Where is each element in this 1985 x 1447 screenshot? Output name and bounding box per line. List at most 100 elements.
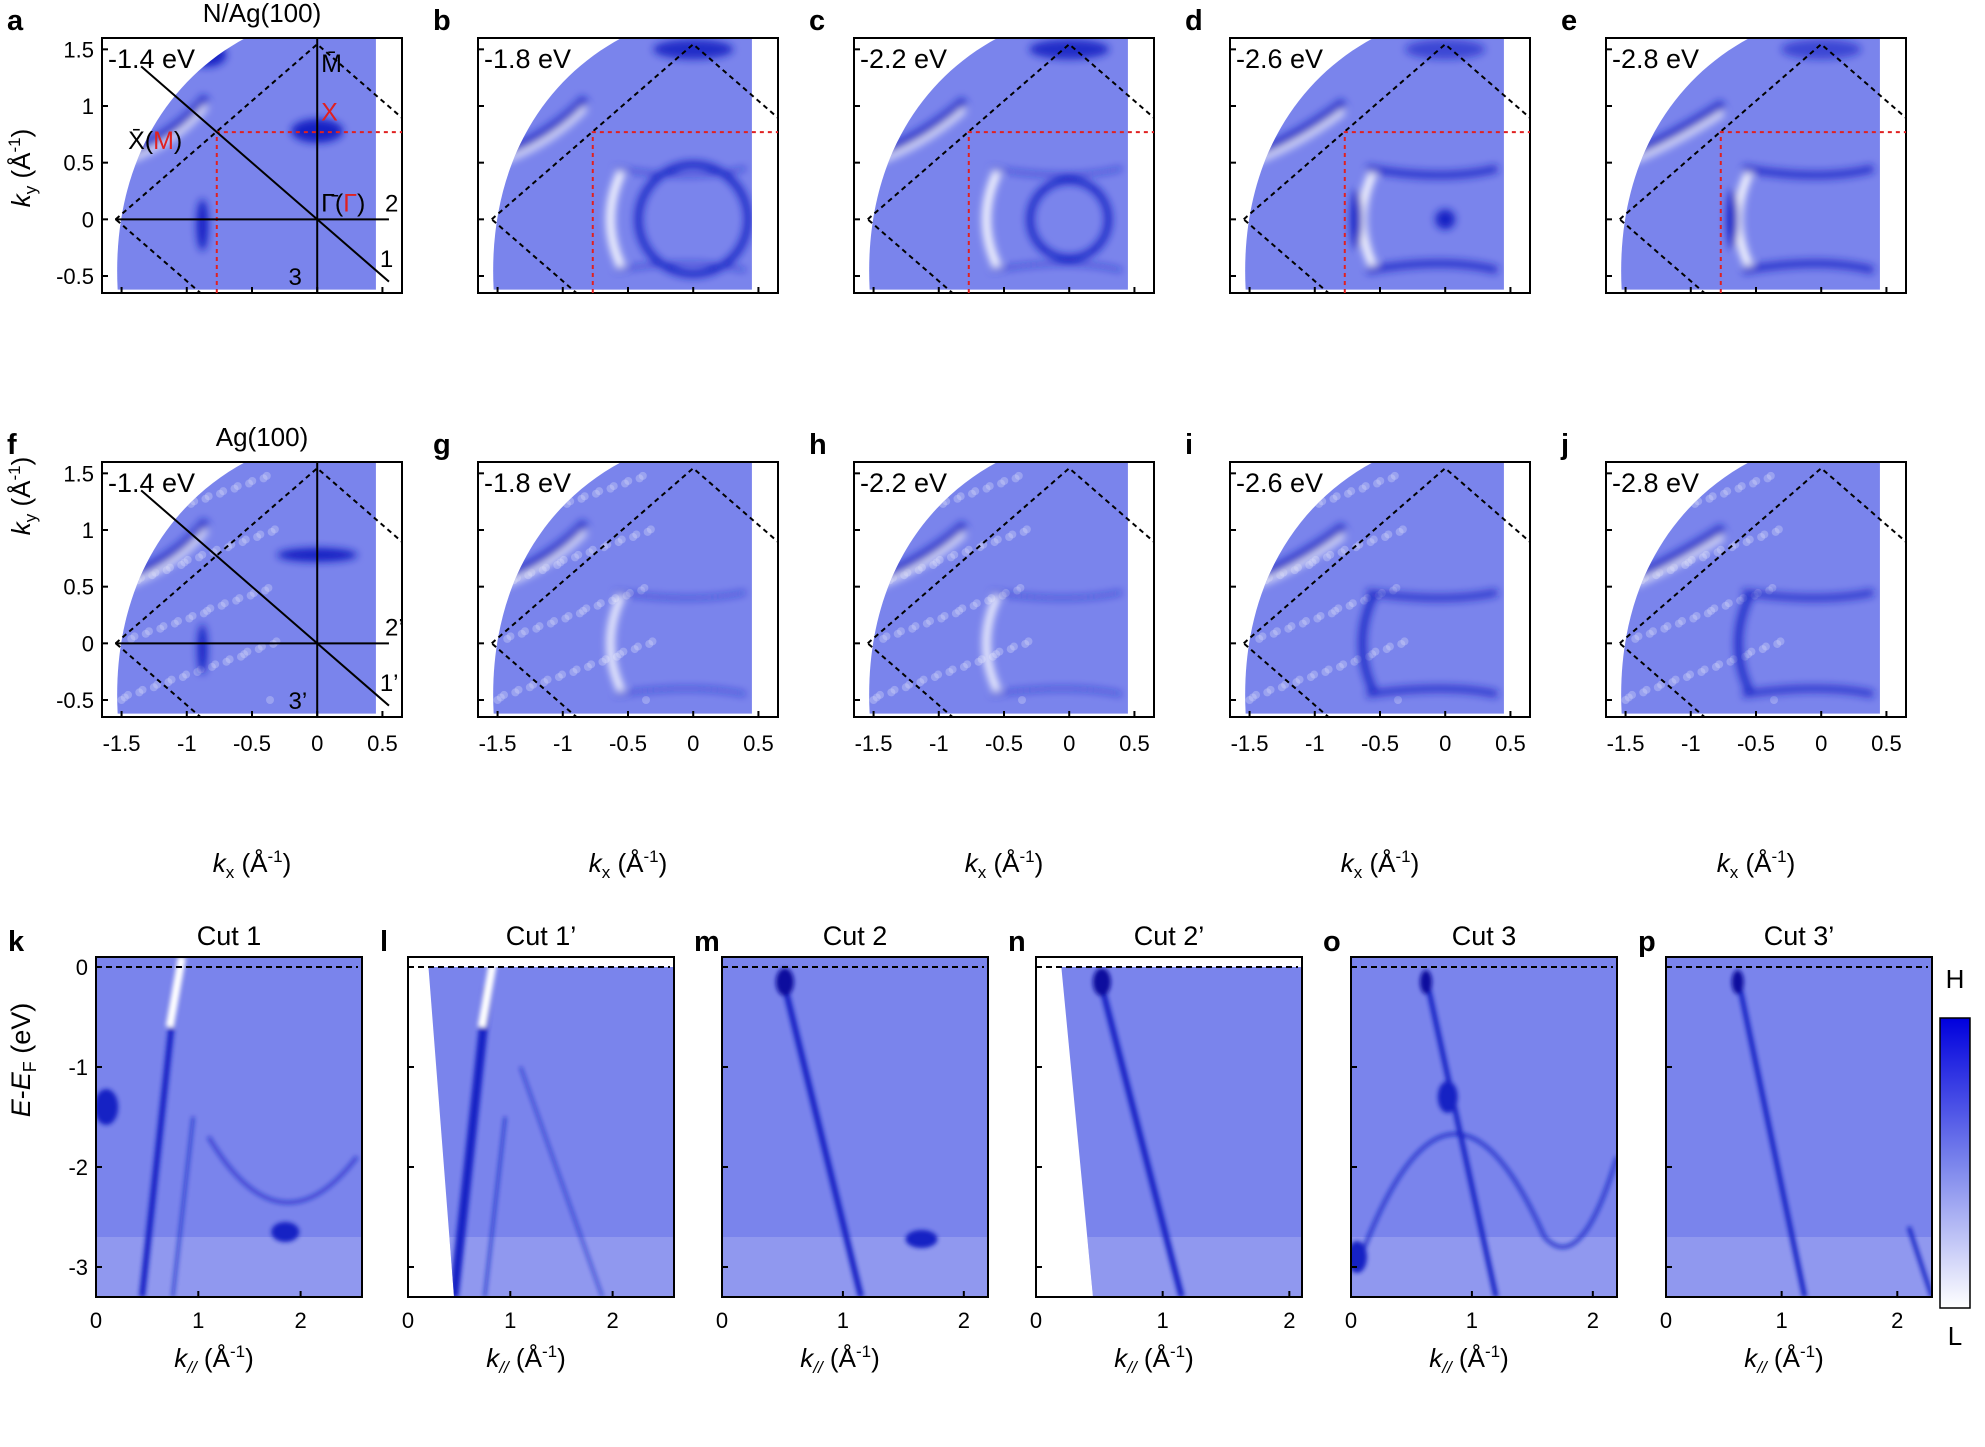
kx-close: ): [1035, 848, 1044, 878]
noise-speck: [1650, 512, 1659, 521]
noise-speck: [1321, 667, 1330, 676]
label-gamma: Γ̄(Γ): [321, 189, 365, 217]
noise-speck: [572, 665, 581, 674]
noise-speck: [500, 690, 509, 699]
noise-speck: [540, 678, 549, 687]
noise-speck: [1277, 683, 1286, 692]
noise-speck: [879, 634, 888, 643]
noise-speck: [1024, 637, 1033, 646]
noise-speck: [1657, 680, 1666, 689]
x-tick-label: 2: [294, 1308, 306, 1333]
noise-speck: [117, 696, 126, 704]
noise-speck: [1729, 655, 1738, 664]
noise-speck: [225, 655, 234, 664]
kpar-close: ): [245, 1343, 254, 1373]
noise-speck: [1274, 512, 1283, 521]
noise-speck: [556, 558, 565, 567]
noise-speck: [149, 683, 158, 692]
noise-speck: [1724, 599, 1733, 608]
cut-panel-n: Cut 2’ n 0 1 2 k// (Å-1): [1008, 921, 1303, 1377]
noise-speck: [1626, 578, 1635, 587]
gamma-ring: [1026, 176, 1112, 262]
noise-speck: [1692, 611, 1701, 620]
noise-speck: [182, 670, 191, 679]
noise-speck: [929, 561, 938, 570]
map-panel-j: -2.8 eV j -1.5 -1 -0.5 0 0.5: [1560, 429, 1907, 756]
noise-speck: [1728, 543, 1737, 552]
noise-speck: [882, 632, 891, 641]
noise-speck: [175, 502, 184, 511]
square-edge-top: [990, 590, 1122, 600]
noise-speck: [1371, 647, 1380, 656]
crossing-spot: [1437, 1081, 1458, 1113]
noise-speck: [1334, 604, 1343, 613]
noise-speck: [1723, 487, 1732, 496]
panel-letter-d: d: [1185, 5, 1203, 37]
noise-speck: [638, 471, 647, 480]
noise-speck: [616, 650, 625, 659]
y-tick-label: -0.5: [56, 264, 94, 289]
x-tick-label: 0.5: [1119, 731, 1150, 756]
noise-speck: [1776, 637, 1785, 646]
noise-speck: [240, 650, 249, 659]
cut-bands: [1092, 968, 1185, 1297]
x-tick-label: 0.5: [743, 731, 774, 756]
x-tick-label: -1.5: [855, 731, 893, 756]
cut-bands: [1351, 970, 1617, 1297]
map-i-intensity: [1245, 462, 1504, 714]
noise-speck: [1663, 622, 1672, 631]
noise-speck: [569, 667, 578, 676]
noise-speck: [511, 688, 520, 697]
kpar-close: ): [557, 1343, 566, 1373]
dispersing-band: [1096, 976, 1185, 1297]
reconstructed-zone: [1343, 131, 1530, 293]
noise-speck: [1752, 476, 1761, 485]
noise-speck: [1348, 599, 1357, 608]
kpar-unit: (Å: [1137, 1343, 1171, 1373]
kpar-axis-label: k// (Å-1): [1114, 1342, 1193, 1377]
map-g-intensity: [493, 462, 752, 714]
kx-close: ): [1787, 848, 1796, 878]
kx-k: k: [1717, 848, 1732, 878]
row1-ylabel: ky (Å-1): [5, 129, 40, 208]
noise-speck: [233, 482, 242, 491]
kx-close: ): [283, 848, 292, 878]
left-pocket: [96, 1089, 119, 1125]
x-tick-label: 0: [311, 731, 323, 756]
kx-label-1: kx (Å-1): [589, 847, 668, 882]
noise-speck: [603, 540, 612, 549]
noise-speck: [1644, 517, 1653, 526]
noise-speck: [1674, 619, 1683, 628]
noise-speck: [1700, 665, 1709, 674]
noise-speck: [1252, 690, 1261, 699]
cut-number-2: 2’: [385, 614, 404, 641]
noise-speck: [1774, 525, 1783, 534]
noise-speck: [596, 599, 605, 608]
kx-sub: x: [1354, 863, 1363, 882]
map-background: [869, 38, 1128, 290]
noise-speck: [1345, 601, 1354, 610]
x-tick-label: 0: [1660, 1308, 1672, 1333]
dispersing-band: [1423, 976, 1499, 1297]
kpar-unit: (Å: [1452, 1343, 1486, 1373]
noise-speck: [177, 561, 186, 570]
noise-speck: [997, 479, 1006, 488]
noise-speck: [220, 599, 229, 608]
noise-speck: [1369, 535, 1378, 544]
kx-sub: x: [978, 863, 987, 882]
x-tick-label: 0.5: [367, 731, 398, 756]
x-tick-label: 0.5: [1495, 731, 1526, 756]
square-edge-left: [982, 170, 1002, 269]
map-a-guides: [114, 38, 402, 293]
kx-label-0: kx (Å-1): [213, 847, 292, 882]
cut-l-intensity: [428, 967, 674, 1297]
noise-speck: [648, 637, 657, 646]
map-e-intensity: [1621, 38, 1880, 290]
noise-speck: [554, 673, 563, 682]
noise-speck: [955, 606, 964, 615]
map-panels-layer: -1.4 eVa-0.500.511.5123M̄XX̄(M)Γ̄(Γ)-1.8…: [7, 5, 1907, 756]
noise-speck: [585, 548, 594, 557]
y-tick-label: 0: [82, 631, 94, 656]
label-m-red: M: [153, 127, 174, 155]
kx-axis-labels: kx (Å-1) kx (Å-1) kx (Å-1) kx (Å-1) kx (Å-1): [213, 847, 1796, 882]
